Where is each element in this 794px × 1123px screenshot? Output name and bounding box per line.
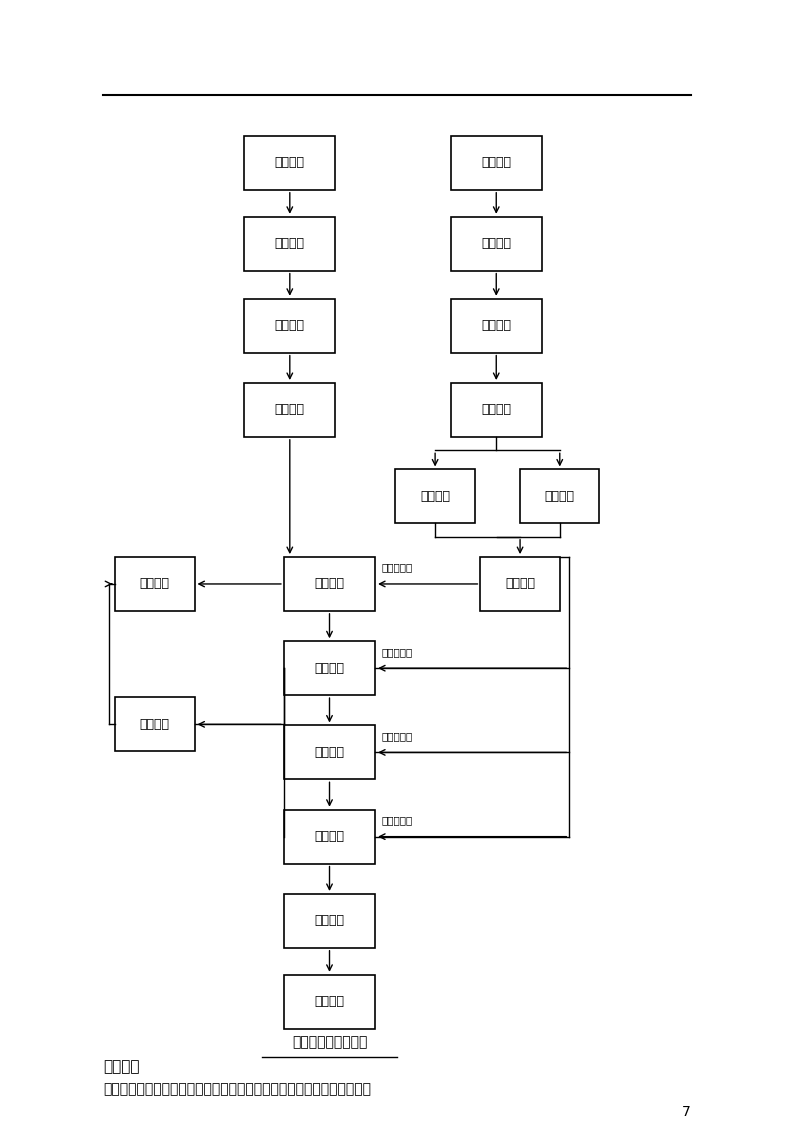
Text: 放样定位: 放样定位: [275, 237, 305, 250]
FancyBboxPatch shape: [245, 299, 335, 353]
FancyBboxPatch shape: [283, 975, 375, 1029]
Text: 合格性检查: 合格性检查: [381, 731, 413, 741]
Text: 草皮铺设: 草皮铺设: [314, 830, 345, 843]
FancyBboxPatch shape: [115, 557, 195, 611]
Text: 一、整地: 一、整地: [103, 1059, 140, 1075]
Text: 小苗包装: 小苗包装: [545, 490, 575, 503]
FancyBboxPatch shape: [395, 469, 475, 523]
Text: 7: 7: [682, 1105, 691, 1119]
FancyBboxPatch shape: [283, 810, 375, 864]
FancyBboxPatch shape: [245, 383, 335, 437]
FancyBboxPatch shape: [451, 217, 542, 271]
Text: 树穴开挖: 树穴开挖: [275, 319, 305, 332]
Text: 合格性检查: 合格性检查: [381, 563, 413, 573]
FancyBboxPatch shape: [451, 383, 542, 437]
FancyBboxPatch shape: [283, 894, 375, 948]
Text: 合格性检查: 合格性检查: [381, 647, 413, 657]
Text: 整地，即土壤改良和土壤管理，是保证树木成活和健壮生长的有力措施。: 整地，即土壤改良和土壤管理，是保证树木成活和健壮生长的有力措施。: [103, 1083, 372, 1096]
FancyBboxPatch shape: [283, 641, 375, 695]
FancyBboxPatch shape: [520, 469, 599, 523]
FancyBboxPatch shape: [115, 697, 195, 751]
Text: 计划进苗: 计划进苗: [481, 156, 511, 170]
Text: 包干束冠: 包干束冠: [481, 319, 511, 332]
Text: 合格性检查: 合格性检查: [381, 815, 413, 825]
Text: 施工准备: 施工准备: [275, 156, 305, 170]
Text: 现场清理: 现场清理: [314, 914, 345, 928]
FancyBboxPatch shape: [451, 136, 542, 190]
FancyBboxPatch shape: [245, 136, 335, 190]
FancyBboxPatch shape: [245, 217, 335, 271]
Text: 苗木管养: 苗木管养: [140, 718, 170, 731]
FancyBboxPatch shape: [480, 557, 560, 611]
Text: 支撑绑扎: 支撑绑扎: [140, 577, 170, 591]
FancyBboxPatch shape: [283, 725, 375, 779]
Text: 疏枝修剪: 疏枝修剪: [481, 237, 511, 250]
Text: 土球包扎: 土球包扎: [420, 490, 450, 503]
Text: 竣工验收: 竣工验收: [314, 995, 345, 1008]
Text: 苗木起挖: 苗木起挖: [481, 403, 511, 417]
Text: 灌木栽植: 灌木栽植: [314, 661, 345, 675]
Text: 苗木种植工艺流程图: 苗木种植工艺流程图: [292, 1035, 367, 1049]
Text: 草花种植: 草花种植: [314, 746, 345, 759]
Text: 穴土改良: 穴土改良: [275, 403, 305, 417]
Text: 装卸运输: 装卸运输: [505, 577, 535, 591]
FancyBboxPatch shape: [451, 299, 542, 353]
FancyBboxPatch shape: [283, 557, 375, 611]
Text: 乔木栽植: 乔木栽植: [314, 577, 345, 591]
